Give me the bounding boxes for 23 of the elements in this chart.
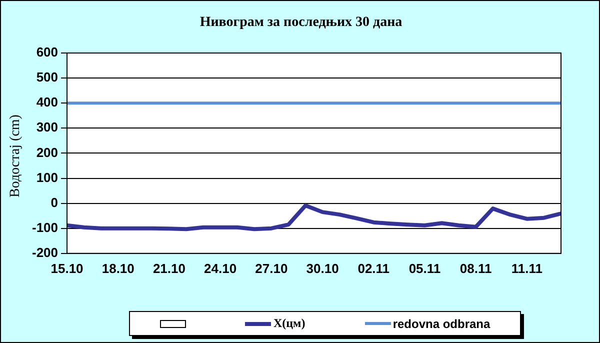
y-axis-title: Водостај (cm) xyxy=(8,114,24,198)
y-tick-label: 100 xyxy=(36,170,58,185)
x-tick-label: 24.10 xyxy=(204,260,237,276)
y-tick-label: 400 xyxy=(36,94,58,110)
x-tick-label: 05.11 xyxy=(408,260,441,276)
x-tick-label: 18.10 xyxy=(102,260,134,276)
y-tick-label: 0 xyxy=(50,194,58,210)
y-tick-label: 200 xyxy=(36,144,58,160)
x-tick-label: 02.11 xyxy=(358,260,390,276)
x-tick-label: 30.10 xyxy=(306,260,339,276)
y-tick-label: 500 xyxy=(36,70,58,85)
y-tick-label: 300 xyxy=(36,120,58,135)
x-tick-label: 21.10 xyxy=(152,260,186,276)
legend-label: X(цм) xyxy=(273,316,306,331)
x-tick-label: 08.11 xyxy=(460,260,492,276)
x-tick-label: 15.10 xyxy=(50,260,84,276)
x-tick-label: 27.10 xyxy=(255,260,288,276)
y-tick-label: -200 xyxy=(32,244,58,260)
legend-label: redovna odbrana xyxy=(392,316,490,330)
y-tick-label: -100 xyxy=(32,220,58,235)
x-tick-label: 11.11 xyxy=(511,260,542,276)
y-tick-label: 600 xyxy=(36,44,58,60)
chart-title: Нивограм за последњих 30 дана xyxy=(198,15,404,31)
